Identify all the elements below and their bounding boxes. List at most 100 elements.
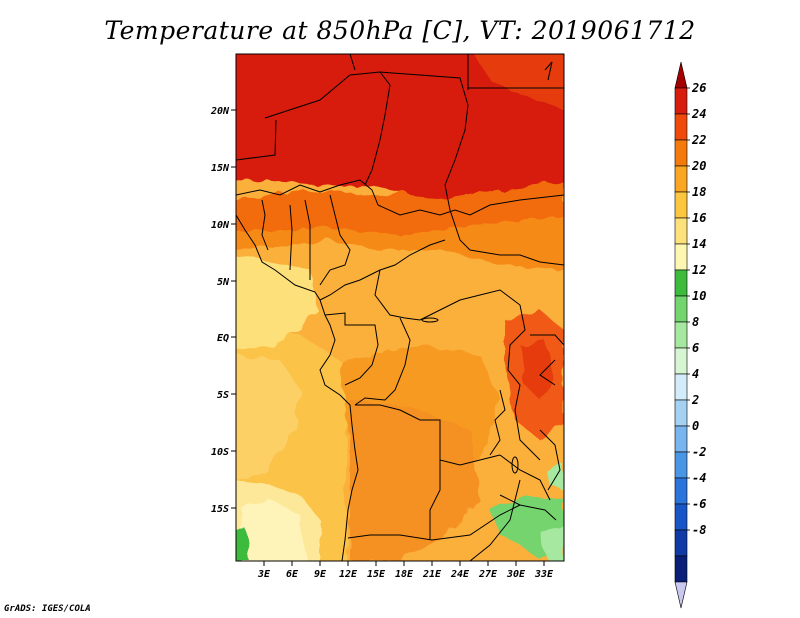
colorbar-box — [674, 425, 688, 453]
colorbar-box — [674, 529, 688, 557]
colorbar-top-triangle — [674, 61, 688, 89]
field-21-22-south — [350, 400, 480, 560]
field-16-18-atlantic — [236, 256, 318, 351]
border-zambia-malawi — [499, 454, 551, 501]
field-24-26-sahara — [236, 54, 564, 200]
colorbar-box — [674, 321, 688, 349]
lon-label: 15E — [367, 569, 386, 580]
colorbar — [674, 61, 690, 609]
lat-label: 20N — [210, 106, 230, 117]
border-niger-chad — [379, 71, 469, 186]
border-guinea — [261, 199, 269, 251]
border-algeria — [349, 54, 356, 71]
border-angola-zambia — [429, 460, 441, 540]
lat-label: 15N — [211, 163, 230, 174]
lon-label: 24E — [450, 569, 470, 580]
colorbar-box — [674, 503, 688, 531]
lon-label: 12E — [339, 569, 358, 580]
lon-label: 21E — [422, 569, 442, 580]
border-mozambique — [499, 494, 557, 521]
colorbar-box — [674, 87, 688, 115]
colorbar-box — [674, 113, 688, 141]
border-congo-drc — [354, 317, 411, 406]
lon-axis: 3E 6E 9E 12E 15E 18E 21E 24E 27E 30E 33E — [257, 561, 554, 580]
colorbar-label: 18 — [692, 185, 706, 199]
lat-label: 10S — [211, 447, 229, 458]
field-17-18 — [236, 355, 300, 480]
border-lake-tanganyika — [489, 389, 506, 456]
colorbar-label: 6 — [692, 341, 699, 355]
field-24-northeast — [473, 54, 564, 109]
colorbar-label: 10 — [692, 289, 706, 303]
colorbar-label: -4 — [692, 471, 706, 485]
colorbar-label: -6 — [692, 497, 706, 511]
colorbar-box — [674, 347, 688, 375]
colorbar-label: 22 — [691, 133, 706, 147]
lat-label: 15S — [211, 504, 229, 515]
grads-credit: GrADS: IGES/COLA — [4, 604, 91, 614]
border-sahel-west — [236, 179, 379, 206]
border-ghana-togo — [289, 204, 293, 271]
colorbar-box — [674, 399, 688, 427]
map-frame — [235, 53, 565, 562]
colorbar-label: 14 — [692, 237, 706, 251]
colorbar-box — [674, 269, 688, 297]
lon-label: 33E — [534, 569, 554, 580]
border-nigeria-east — [319, 194, 351, 286]
colorbar-label: -8 — [692, 523, 706, 537]
colorbar-box — [674, 139, 688, 167]
border-benin — [304, 199, 311, 280]
border-car-drc — [374, 269, 421, 321]
chart-title: Temperature at 850hPa [C], VT: 201906171… — [104, 16, 696, 45]
lake-small-1 — [421, 317, 439, 323]
lon-label: 18E — [395, 569, 414, 580]
lat-label: 5S — [217, 390, 229, 401]
colorbar-box — [674, 555, 688, 583]
field-highlands-core — [520, 340, 555, 400]
colorbar-label: 24 — [691, 107, 706, 121]
border-malawi — [539, 429, 561, 491]
colorbar-box — [674, 165, 688, 193]
colorbar-label: 4 — [692, 367, 699, 381]
border-chad-sudan-south — [377, 194, 564, 216]
atlantic-coastline — [236, 214, 359, 561]
colorbar-label: 26 — [691, 81, 706, 95]
colorbar-box — [674, 477, 688, 505]
lon-label: 6E — [286, 569, 299, 580]
field-14-16 — [240, 500, 305, 561]
colorbar-label: 2 — [691, 393, 699, 407]
lon-label: 30E — [506, 569, 526, 580]
lake-small-2 — [511, 456, 519, 474]
border-lake-victoria — [539, 359, 556, 386]
colorbar-bottom-triangle — [674, 581, 688, 609]
border-mali-mauritania — [236, 119, 277, 161]
lat-label: 5N — [217, 277, 230, 288]
lat-axis: 20N 15N 10N 5N EQ 5S 10S 15S — [210, 106, 236, 515]
colorbar-label: 20 — [691, 159, 706, 173]
colorbar-label: -2 — [692, 445, 706, 459]
colorbar-box — [674, 191, 688, 219]
lat-label: 10N — [211, 220, 230, 231]
colorbar-box — [674, 295, 688, 323]
colorbar-label: 0 — [692, 419, 699, 433]
colorbar-box — [674, 217, 688, 245]
border-drc-south-sudan — [419, 289, 521, 321]
red-sea-coast — [544, 61, 553, 81]
border-gabon-congo — [324, 312, 379, 386]
lon-label: 9E — [314, 569, 327, 580]
colorbar-box — [674, 373, 688, 401]
colorbar-label: 12 — [692, 263, 706, 277]
border-drc-east — [507, 304, 541, 461]
temperature-field — [236, 54, 564, 561]
colorbar-box — [674, 451, 688, 479]
field-cool-southeast-lighter — [540, 525, 564, 561]
colorbar-labels: 26 24 22 20 18 16 14 12 10 8 6 4 2 0 -2 … — [691, 81, 706, 537]
political-boundaries — [236, 54, 564, 561]
lat-label: EQ — [217, 333, 229, 344]
lon-label: 3E — [257, 569, 271, 580]
border-zimbabwe — [469, 479, 521, 561]
colorbar-label: 16 — [692, 211, 706, 225]
border-uganda-kenya — [530, 334, 564, 346]
lon-label: 27E — [478, 569, 498, 580]
border-namibia-botswana — [347, 504, 521, 541]
